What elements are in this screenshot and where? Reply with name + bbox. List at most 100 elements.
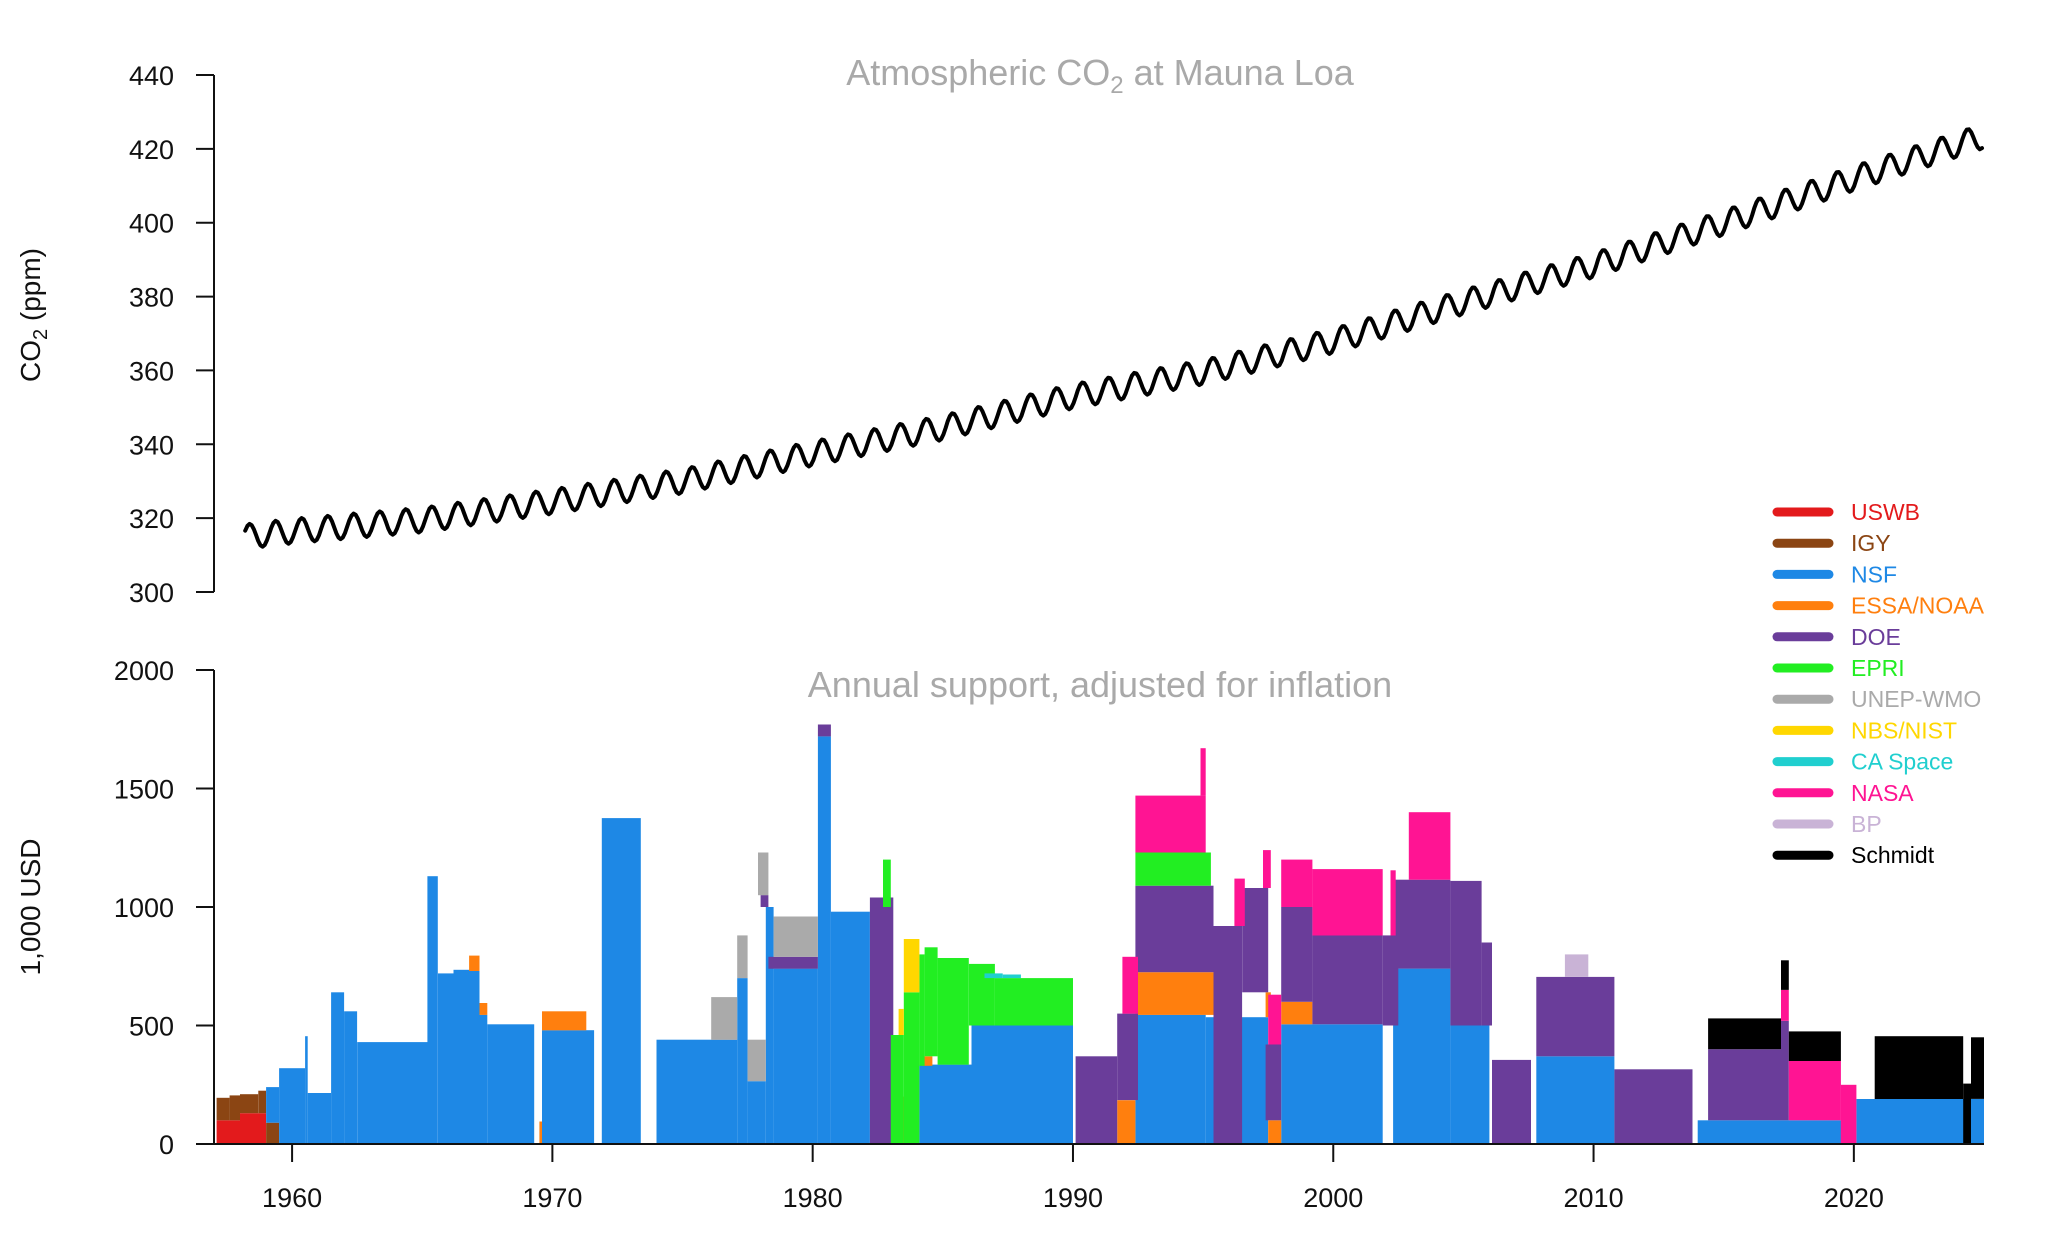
funding-bar <box>266 1122 280 1144</box>
legend-label: DOE <box>1851 624 1901 650</box>
legend-item-bp: BP <box>1772 811 1882 837</box>
funding-bar <box>240 1113 266 1144</box>
funding-bar <box>817 736 831 1144</box>
funding-bar <box>1312 869 1383 936</box>
legend-item-essa-noaa: ESSA/NOAA <box>1772 593 1985 619</box>
funding-bar <box>1708 1049 1781 1121</box>
funding-bar <box>601 818 641 1144</box>
legend-label: CA Space <box>1851 749 1953 775</box>
funding-bar <box>919 1064 972 1144</box>
funding-bar <box>1135 852 1211 886</box>
legend-label: NSF <box>1851 561 1897 587</box>
funding-bar <box>773 968 818 1144</box>
funding-bar <box>656 1039 738 1144</box>
funding-bar <box>1781 960 1789 990</box>
funding-y-tick-label: 500 <box>129 1012 174 1042</box>
funding-bar <box>479 1014 488 1144</box>
funding-bar <box>890 1035 904 1144</box>
funding-bar <box>758 852 769 896</box>
x-tick: 1970 <box>522 1144 582 1213</box>
funding-bar <box>229 1095 240 1121</box>
funding-bar <box>1390 870 1396 936</box>
funding-y-axis-title: 1,000 USD <box>15 839 46 976</box>
funding-bar <box>1708 1018 1781 1050</box>
co2-y-tick-label: 420 <box>129 135 174 165</box>
funding-bar <box>305 1036 308 1144</box>
series-nasa <box>1122 748 1857 1145</box>
funding-bar <box>437 973 454 1144</box>
funding-bar <box>1075 1056 1118 1144</box>
legend-label: NASA <box>1851 780 1914 806</box>
funding-bar <box>1393 968 1451 1144</box>
series-epri <box>883 852 1211 1144</box>
funding-bar <box>1781 1020 1789 1121</box>
funding-bars <box>216 724 1984 1145</box>
funding-bar <box>869 897 894 1144</box>
funding-bar <box>898 1008 904 1035</box>
funding-bar <box>1268 994 1282 1045</box>
x-tick: 2010 <box>1564 1144 1624 1213</box>
funding-bar <box>760 895 769 907</box>
legend-item-nbs-nist: NBS/NIST <box>1772 717 1957 743</box>
legend-item-uswb: USWB <box>1772 499 1920 525</box>
co2-y-tick: 300 <box>129 578 214 608</box>
funding-bar <box>1242 888 1269 993</box>
funding-bar <box>1117 1013 1138 1101</box>
funding-title: Annual support, adjusted for inflation <box>808 664 1392 705</box>
co2-y-ticks: 300 320 340 360 380 400 420 440 <box>129 61 214 608</box>
x-tick-label: 1960 <box>262 1183 322 1213</box>
x-tick: 1980 <box>783 1144 843 1213</box>
co2-y-tick-label: 300 <box>129 578 174 608</box>
funding-bar <box>1263 850 1271 888</box>
funding-bar <box>1268 1120 1282 1144</box>
legend: USWB IGY NSF ESSA/NOAA DOE EPRI UNEP-WMO NBS/NI… <box>1772 499 1985 868</box>
funding-y-tick: 1000 <box>114 893 214 923</box>
funding-y-tick-label: 1500 <box>114 775 174 805</box>
funding-y-tick: 1500 <box>114 775 214 805</box>
legend-label: BP <box>1851 811 1882 837</box>
funding-bar <box>817 724 831 737</box>
x-tick-label: 2010 <box>1564 1183 1624 1213</box>
funding-bar <box>1281 1024 1383 1144</box>
funding-bar <box>542 1030 595 1144</box>
funding-bar <box>344 1011 358 1144</box>
funding-bar <box>1536 976 1615 1057</box>
funding-y-tick-label: 1000 <box>114 893 174 923</box>
funding-bar <box>830 911 870 1144</box>
legend-item-schmidt: Schmidt <box>1772 842 1935 868</box>
funding-bar <box>903 992 920 1144</box>
funding-bar <box>1281 859 1313 907</box>
funding-bar <box>1536 1056 1615 1144</box>
funding-bar <box>453 969 480 1144</box>
funding-y-ticks: 0 500 1000 1500 2000 <box>114 656 214 1160</box>
funding-bar <box>1450 880 1482 1026</box>
funding-bar <box>1874 1036 1964 1099</box>
funding-bar <box>773 916 818 957</box>
funding-bar <box>1564 954 1589 977</box>
co2-y-tick-label: 440 <box>129 61 174 91</box>
x-tick-label: 1990 <box>1043 1183 1103 1213</box>
funding-bar <box>307 1093 332 1144</box>
series-doe <box>760 724 1789 1144</box>
funding-bar <box>1200 748 1206 796</box>
funding-bar <box>279 1068 306 1144</box>
legend-label: EPRI <box>1851 655 1905 681</box>
x-tick: 1960 <box>262 1144 322 1213</box>
funding-bar <box>1234 878 1245 926</box>
funding-bar <box>1788 1061 1841 1121</box>
funding-bar <box>922 1056 933 1066</box>
legend-item-igy: IGY <box>1772 530 1891 556</box>
co2-y-tick-label: 380 <box>129 283 174 313</box>
co2-y-tick: 340 <box>129 430 214 460</box>
co2-y-tick-label: 360 <box>129 356 174 386</box>
co2-y-tick: 440 <box>129 61 214 91</box>
legend-label: NBS/NIST <box>1851 717 1957 743</box>
co2-panel: Atmospheric CO2 at Mauna Loa CO2 (ppm) 3… <box>15 52 1984 608</box>
funding-bar <box>737 935 748 979</box>
co2-y-tick: 360 <box>129 356 214 386</box>
funding-bar <box>1135 1014 1206 1144</box>
funding-bar <box>1135 795 1206 853</box>
legend-item-nasa: NASA <box>1772 780 1914 806</box>
legend-label: Schmidt <box>1851 842 1935 868</box>
